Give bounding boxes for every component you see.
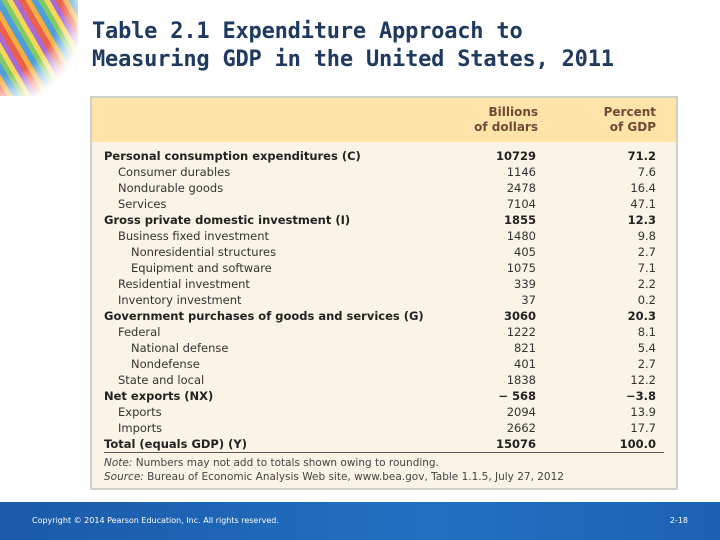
column-header-percent: Percent of GDP — [574, 105, 656, 135]
table-row: National defense 821 5.4 — [104, 340, 664, 356]
slide-title-line2: Measuring GDP in the United States, 2011 — [92, 47, 614, 72]
row-percent-value: 5.4 — [637, 341, 656, 355]
row-billions-value: 1075 — [506, 261, 536, 275]
row-percent-value: 0.2 — [637, 293, 656, 307]
column-header-billions: Billions of dollars — [458, 105, 538, 135]
row-billions-value: 339 — [514, 277, 536, 291]
row-label: Business fixed investment — [118, 229, 270, 243]
source-text: Bureau of Economic Analysis Web site, ww… — [143, 471, 564, 483]
row-percent-value: 8.1 — [637, 325, 656, 339]
table-row: Gross private domestic investment (I) 185… — [104, 212, 664, 228]
row-label: National defense — [131, 341, 229, 355]
row-label: Federal — [118, 325, 161, 339]
row-label: Personal consumption expenditures (C) — [104, 149, 361, 163]
footer-bar: Copyright © 2014 Pearson Education, Inc.… — [0, 502, 720, 540]
table-row: Inventory investment 37 0.2 — [104, 292, 664, 308]
row-billions-value: 7104 — [506, 197, 536, 211]
row-percent-value: 2.7 — [637, 357, 656, 371]
row-label: Total (equals GDP) (Y) — [104, 437, 247, 451]
row-percent-value: 12.2 — [630, 373, 656, 387]
row-label: Consumer durables — [118, 165, 231, 179]
table-row: Personal consumption expenditures (C) 107… — [104, 148, 664, 164]
row-percent-value: 2.2 — [637, 277, 656, 291]
row-billions-value: 401 — [514, 357, 536, 371]
column-header-billions-line1: Billions — [488, 105, 538, 119]
row-billions-value: 3060 — [503, 309, 536, 323]
table-row: Federal 1222 8.1 — [104, 324, 664, 340]
table-row: Net exports (NX) − 568 −3.8 — [104, 388, 664, 404]
table-row: Imports 2662 17.7 — [104, 420, 664, 436]
row-billions-value: 1146 — [506, 165, 536, 179]
row-billions-value: 37 — [521, 293, 536, 307]
row-percent-value: 13.9 — [630, 405, 656, 419]
row-billions-value: 1855 — [503, 213, 536, 227]
row-percent-value: 71.2 — [627, 149, 656, 163]
column-header-percent-line1: Percent — [603, 105, 656, 119]
row-percent-value: 12.3 — [627, 213, 656, 227]
row-label: Inventory investment — [118, 293, 242, 307]
table-body: Personal consumption expenditures (C) 107… — [104, 148, 664, 453]
row-label: Exports — [118, 405, 162, 419]
row-percent-value: −3.8 — [625, 389, 656, 403]
row-billions-value: 1222 — [506, 325, 536, 339]
row-percent-value: 9.8 — [637, 229, 656, 243]
table-row: Business fixed investment 1480 9.8 — [104, 228, 664, 244]
row-billions-value: 821 — [514, 341, 536, 355]
row-percent-value: 16.4 — [630, 181, 656, 195]
row-billions-value: 2662 — [506, 421, 536, 435]
table-notes: Note: Numbers may not add to totals show… — [104, 456, 564, 484]
row-billions-value: 405 — [514, 245, 536, 259]
table-row: Equipment and software 1075 7.1 — [104, 260, 664, 276]
row-label: Government purchases of goods and servic… — [104, 309, 424, 323]
note-label: Note: — [104, 457, 133, 469]
row-percent-value: 2.7 — [637, 245, 656, 259]
row-label: Nondefense — [131, 357, 200, 371]
row-billions-value: 1838 — [506, 373, 536, 387]
table-row: Services 7104 47.1 — [104, 196, 664, 212]
table-row: State and local 1838 12.2 — [104, 372, 664, 388]
table-row: Consumer durables 1146 7.6 — [104, 164, 664, 180]
copyright-text: Copyright © 2014 Pearson Education, Inc.… — [32, 516, 279, 525]
row-percent-value: 7.6 — [637, 165, 656, 179]
slide-title-line1: Table 2.1 Expenditure Approach to — [92, 19, 523, 44]
row-label: Imports — [118, 421, 163, 435]
note-line: Note: Numbers may not add to totals show… — [104, 456, 564, 470]
table-row: Government purchases of goods and servic… — [104, 308, 664, 324]
row-percent-value: 7.1 — [637, 261, 656, 275]
table-row: Residential investment 339 2.2 — [104, 276, 664, 292]
gdp-expenditure-table: Billions of dollars Percent of GDP Perso… — [90, 96, 678, 490]
table-row: Exports 2094 13.9 — [104, 404, 664, 420]
table-row: Nondefense 401 2.7 — [104, 356, 664, 372]
row-label: Nondurable goods — [118, 181, 224, 195]
row-billions-value: 1480 — [506, 229, 536, 243]
row-billions-value: 2094 — [506, 405, 536, 419]
note-text: Numbers may not add to totals shown owin… — [132, 457, 439, 469]
table-header-band: Billions of dollars Percent of GDP — [92, 98, 676, 142]
row-billions-value: 2478 — [506, 181, 536, 195]
table-row: Nondurable goods 2478 16.4 — [104, 180, 664, 196]
table-row: Nonresidential structures 405 2.7 — [104, 244, 664, 260]
column-header-billions-line2: of dollars — [474, 120, 538, 134]
column-header-percent-line2: of GDP — [609, 120, 656, 134]
row-label: Net exports (NX) — [104, 389, 214, 403]
row-label: Equipment and software — [131, 261, 272, 275]
source-line: Source: Bureau of Economic Analysis Web … — [104, 470, 564, 484]
row-percent-value: 20.3 — [627, 309, 656, 323]
row-percent-value: 47.1 — [630, 197, 656, 211]
row-label: Residential investment — [118, 277, 250, 291]
row-percent-value: 100.0 — [619, 437, 656, 451]
row-label: Nonresidential structures — [131, 245, 277, 259]
row-label: Services — [118, 197, 167, 211]
row-label: State and local — [118, 373, 205, 387]
source-label: Source: — [104, 471, 144, 483]
slide-title: Table 2.1 Expenditure Approach to Measur… — [92, 18, 614, 74]
row-billions-value: 15076 — [495, 437, 536, 451]
row-label: Gross private domestic investment (I) — [104, 213, 351, 227]
slide-number: 2-18 — [669, 516, 688, 525]
row-percent-value: 17.7 — [630, 421, 656, 435]
table-row: Total (equals GDP) (Y) 15076 100.0 — [104, 436, 664, 453]
row-billions-value: 10729 — [495, 149, 536, 163]
row-billions-value: − 568 — [498, 389, 536, 403]
decorative-corner-art — [0, 0, 78, 96]
